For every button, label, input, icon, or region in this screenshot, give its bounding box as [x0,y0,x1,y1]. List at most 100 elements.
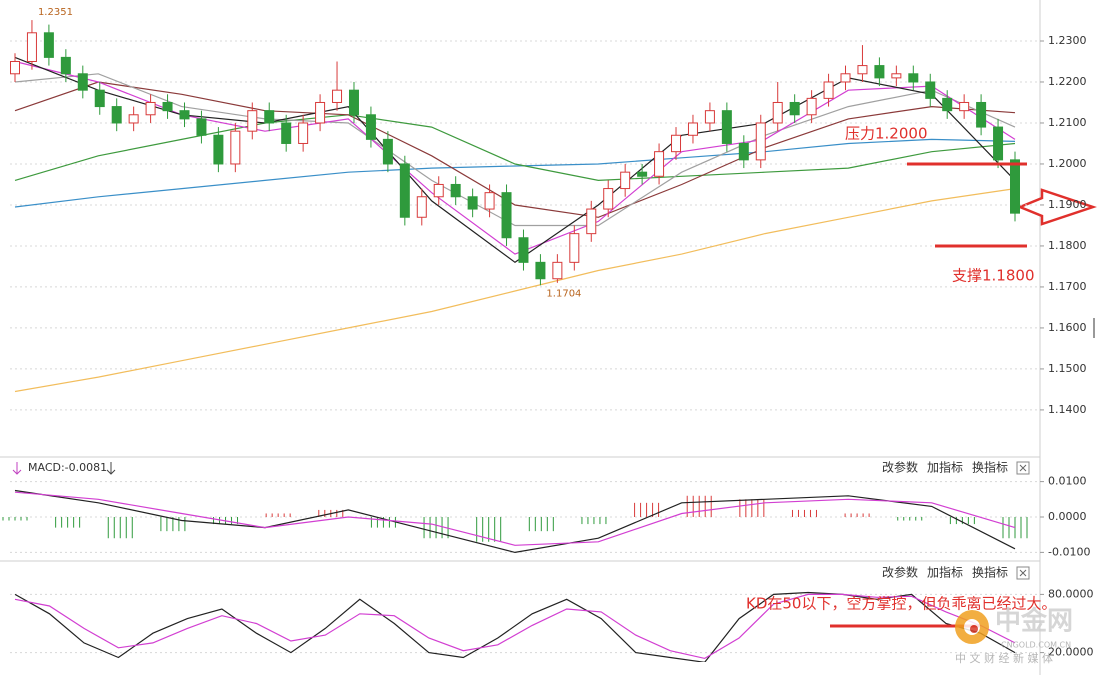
candle-body [840,73,851,83]
candle-body [196,118,207,136]
level-label: 压力1.2000 [845,124,928,142]
y-tick-label: -0.0100 [1048,545,1090,558]
hollow-arrow [1016,188,1097,226]
candle-body [348,89,359,116]
candle-body [128,114,139,124]
y-tick-label: 1.1500 [1048,362,1087,375]
y-tick-label: 1.1700 [1048,280,1087,293]
toolbar-button[interactable]: 改参数 [882,565,918,580]
candle-body [891,73,902,79]
y-tick-label: 0.0100 [1048,475,1087,488]
candle-body [603,188,614,210]
candle-body [823,81,834,99]
close-icon [1019,569,1027,577]
line-series [14,138,1016,208]
candle-body [416,196,427,218]
candle-body [738,142,749,161]
candle-body [264,110,275,124]
line-series [14,81,1016,218]
line-series [14,114,1016,182]
candle-body [721,110,732,144]
candle-body [10,60,20,75]
candle-body [806,97,817,116]
candle-body [1010,159,1020,214]
candle-body [484,192,495,210]
y-tick-label: 1.1600 [1048,321,1087,334]
candle-body [179,110,190,120]
candle-body [382,138,393,165]
candle-body [332,89,343,103]
line-series [14,188,1016,393]
plot-layer: 1.2300 1.2200 1.2100 1.2000 1.1900 1.1800 1.17… [2,7,1094,662]
candle-body [654,151,665,177]
watermark: 中金网 CNGOLD.COM.CN 中 文 财 经 新 媒 体 [955,606,1073,665]
y-tick-label: 1.1900 [1048,198,1087,211]
low-label: 1.1704 [546,288,581,299]
candle-body [213,134,224,165]
candle-body [874,65,885,79]
candle-body [298,122,309,144]
toolbar-button[interactable]: 改参数 [882,460,918,475]
y-tick-label: 1.2000 [1048,157,1087,170]
toolbar-button[interactable]: 加指标 [927,565,963,580]
candle-body [26,32,37,62]
candle-body [467,196,478,210]
candle-body [857,65,868,75]
candle-body [569,233,580,263]
candle-body [162,101,173,112]
candle-body [518,237,529,263]
line-series [14,593,1016,660]
line-series [14,73,1016,227]
candle-body [535,261,546,280]
watermark-logo [970,625,978,633]
macd-arrow [106,462,116,475]
candle-body [552,261,563,280]
candle-body [365,114,376,140]
toolbar-button[interactable]: 加指标 [927,460,963,475]
candle-body [959,101,970,112]
kd-annotation: KD在50以下，空方掌控，但负乖离已经过大。 [746,595,1056,613]
candle-body [704,110,715,124]
candle-body [772,101,783,124]
toolbar-button[interactable]: 换指标 [972,460,1008,475]
candle-body [315,101,326,124]
line-series [14,489,1016,554]
candle-body [755,122,766,161]
y-tick-label: 1.2200 [1048,75,1087,88]
level-label: 支撑1.1800 [952,266,1035,284]
watermark-domain: CNGOLD.COM.CN [1001,641,1071,650]
watermark-slogan: 中 文 财 经 新 媒 体 [955,651,1053,665]
candle-body [145,101,156,116]
watermark-name: 中金网 [995,606,1073,637]
macd-arrow [12,462,22,475]
candle-body [942,97,953,112]
candle-body [925,81,936,99]
candle-body [43,32,54,58]
toolbar-button[interactable]: 换指标 [972,565,1008,580]
candle-body [637,171,648,177]
candle-body [111,106,122,124]
y-tick-label: 80.0000 [1048,587,1094,600]
y-tick-label: 1.1800 [1048,239,1087,252]
kd-lines [14,591,1016,662]
candle-body [399,163,410,218]
high-label: 1.2351 [38,7,73,18]
candle-body [671,134,682,153]
candle-body [281,122,292,144]
candle-body [94,89,105,108]
candle-body [230,130,241,165]
y-tick-label: 20.0000 [1048,646,1094,659]
line-series [14,491,1016,546]
candle-body [77,73,88,91]
candle-body [60,56,71,75]
candle-body [450,183,461,198]
macd-title: MACD:-0.0081 [28,461,107,474]
candle-body [247,110,258,132]
candle-body [687,122,698,136]
y-tick-label: 0.0000 [1048,510,1087,523]
candle-body [620,171,631,190]
candle-body [501,192,512,239]
candle-body [976,101,987,128]
